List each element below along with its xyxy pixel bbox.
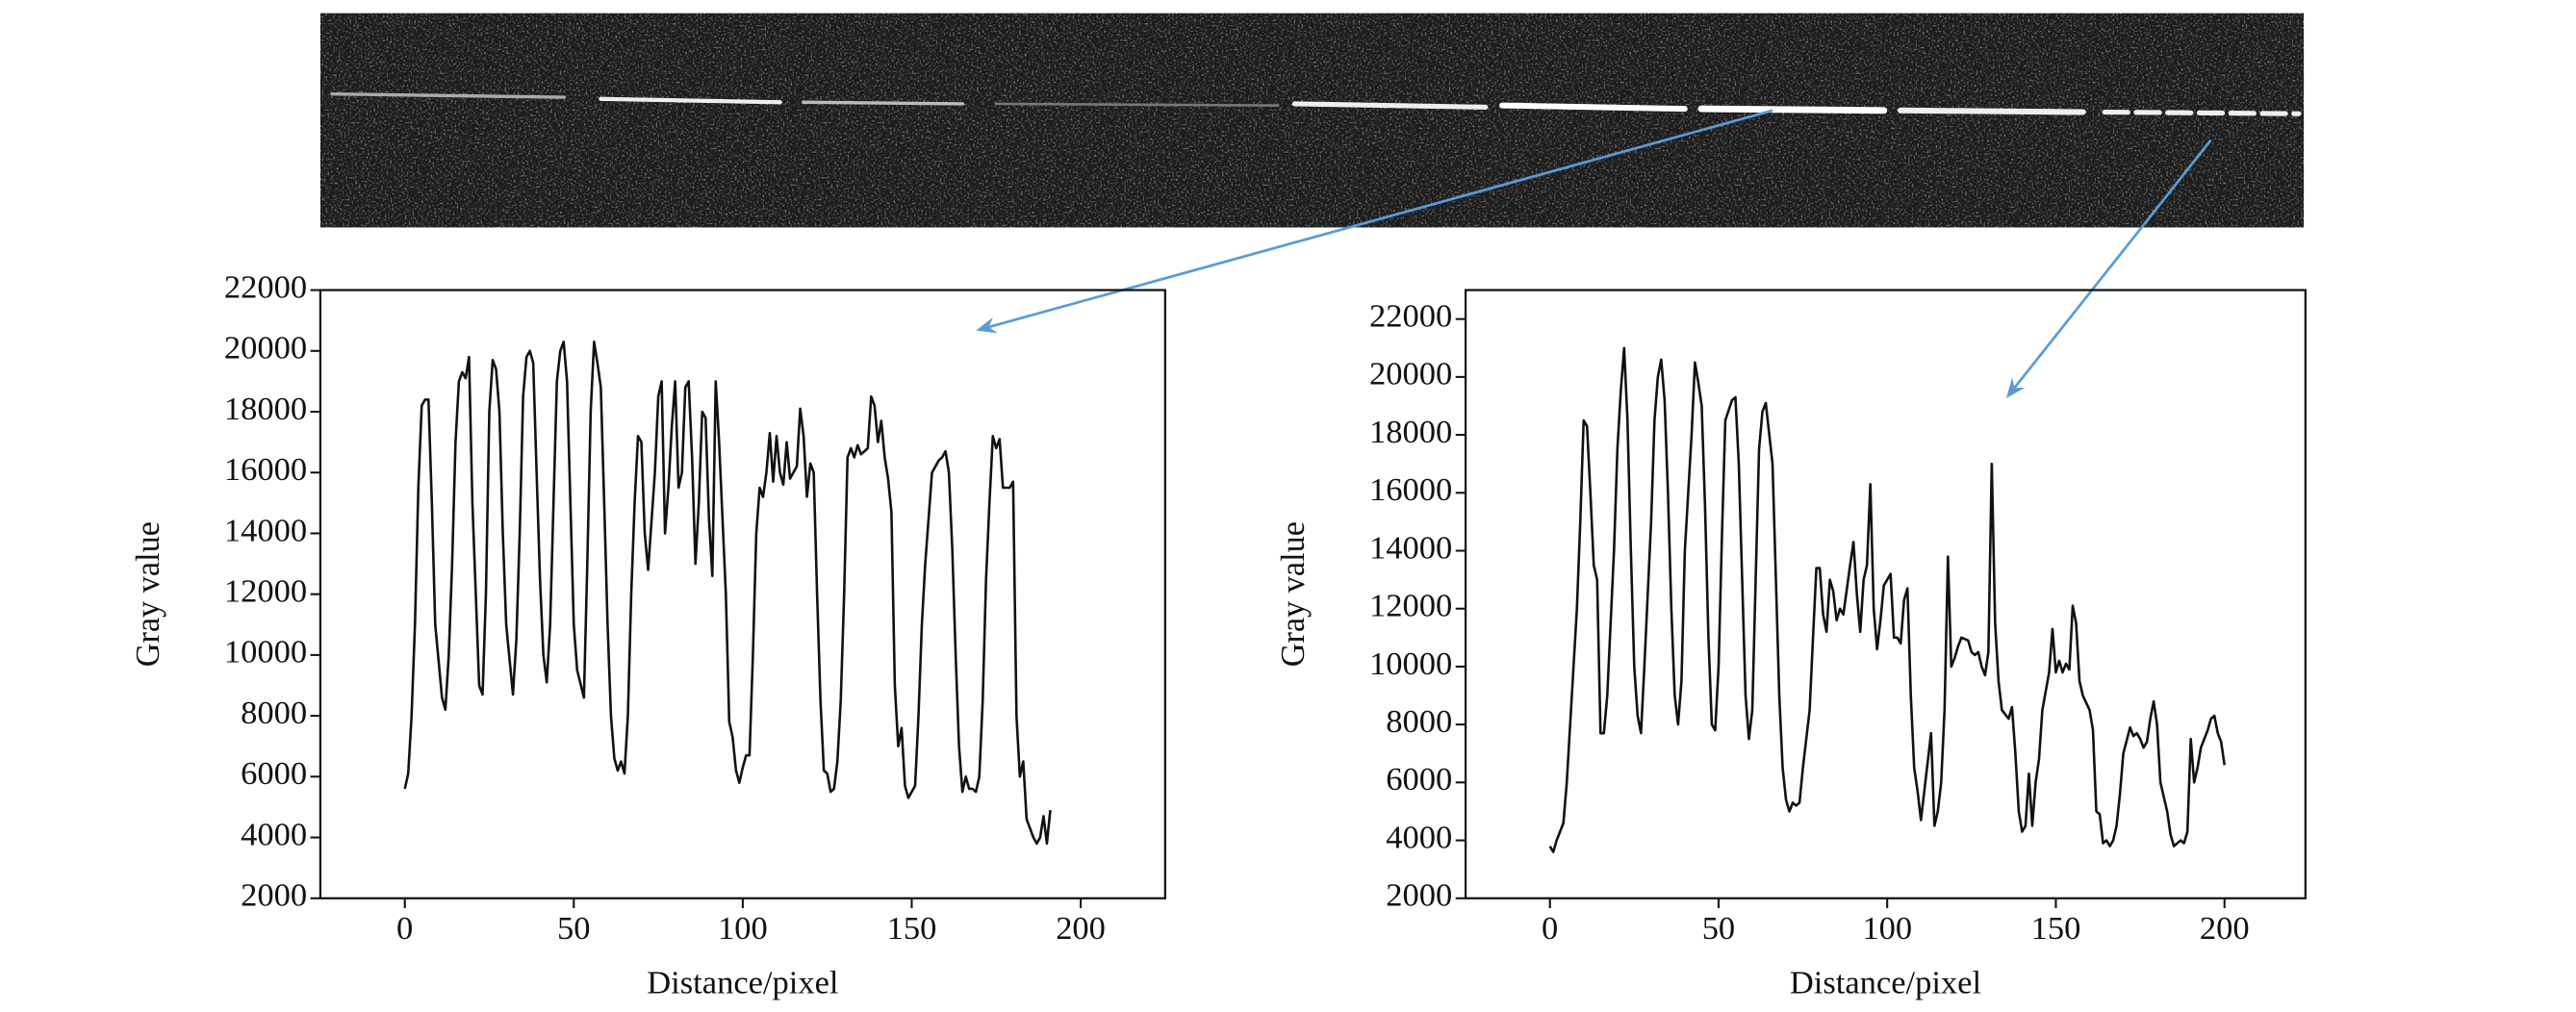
x-tick-label: 50 bbox=[557, 910, 590, 947]
x-tick-label: 100 bbox=[718, 910, 768, 947]
line-chart: 2000400060008000100001200014000160001800… bbox=[130, 269, 1166, 1001]
x-tick-label: 150 bbox=[887, 910, 937, 947]
y-tick-label: 20000 bbox=[1369, 356, 1452, 392]
y-tick-label: 16000 bbox=[224, 451, 307, 488]
data-line bbox=[403, 341, 1052, 846]
y-tick-label: 22000 bbox=[224, 269, 307, 306]
y-tick-label: 10000 bbox=[1369, 645, 1452, 682]
y-axis-label: Gray value bbox=[130, 521, 166, 667]
x-tick-label: 150 bbox=[2031, 910, 2081, 947]
y-tick-label: 8000 bbox=[1386, 703, 1452, 740]
x-tick-label: 0 bbox=[396, 910, 413, 947]
y-tick-label: 18000 bbox=[1369, 414, 1452, 450]
y-tick-label: 4000 bbox=[241, 817, 307, 853]
y-tick-label: 6000 bbox=[1386, 761, 1452, 797]
x-tick-label: 50 bbox=[1702, 910, 1735, 947]
image-noise bbox=[319, 13, 2305, 228]
plot-frame bbox=[1464, 289, 2307, 899]
x-axis-label: Distance/pixel bbox=[647, 965, 838, 1001]
y-tick-label: 16000 bbox=[1369, 471, 1452, 508]
line-chart: 2000400060008000100001200014000160001800… bbox=[1275, 289, 2307, 1001]
y-tick-label: 12000 bbox=[1369, 588, 1452, 624]
x-tick-label: 0 bbox=[1542, 910, 1558, 947]
x-axis-label: Distance/pixel bbox=[1790, 965, 1981, 1001]
bright-trace bbox=[330, 91, 2302, 116]
spectrum-image bbox=[319, 13, 2305, 228]
arrow bbox=[976, 109, 1773, 334]
y-tick-label: 18000 bbox=[224, 391, 307, 427]
arrow bbox=[2005, 139, 2212, 398]
y-tick-label: 2000 bbox=[1386, 877, 1452, 914]
y-tick-label: 10000 bbox=[224, 634, 307, 670]
x-tick-label: 200 bbox=[1056, 910, 1106, 947]
y-tick-label: 14000 bbox=[1369, 529, 1452, 566]
y-tick-label: 20000 bbox=[224, 330, 307, 367]
plot-frame bbox=[319, 289, 1166, 899]
y-tick-label: 6000 bbox=[241, 755, 307, 792]
y-tick-label: 12000 bbox=[224, 573, 307, 610]
x-tick-label: 200 bbox=[2200, 910, 2250, 947]
y-tick-label: 2000 bbox=[241, 877, 307, 914]
data-line bbox=[1548, 346, 2227, 853]
y-tick-label: 4000 bbox=[1386, 820, 1452, 856]
y-tick-label: 14000 bbox=[224, 512, 307, 548]
x-tick-label: 100 bbox=[1862, 910, 1912, 947]
y-tick-label: 8000 bbox=[241, 695, 307, 731]
y-axis-label: Gray value bbox=[1275, 521, 1312, 667]
y-tick-label: 22000 bbox=[1369, 298, 1452, 335]
